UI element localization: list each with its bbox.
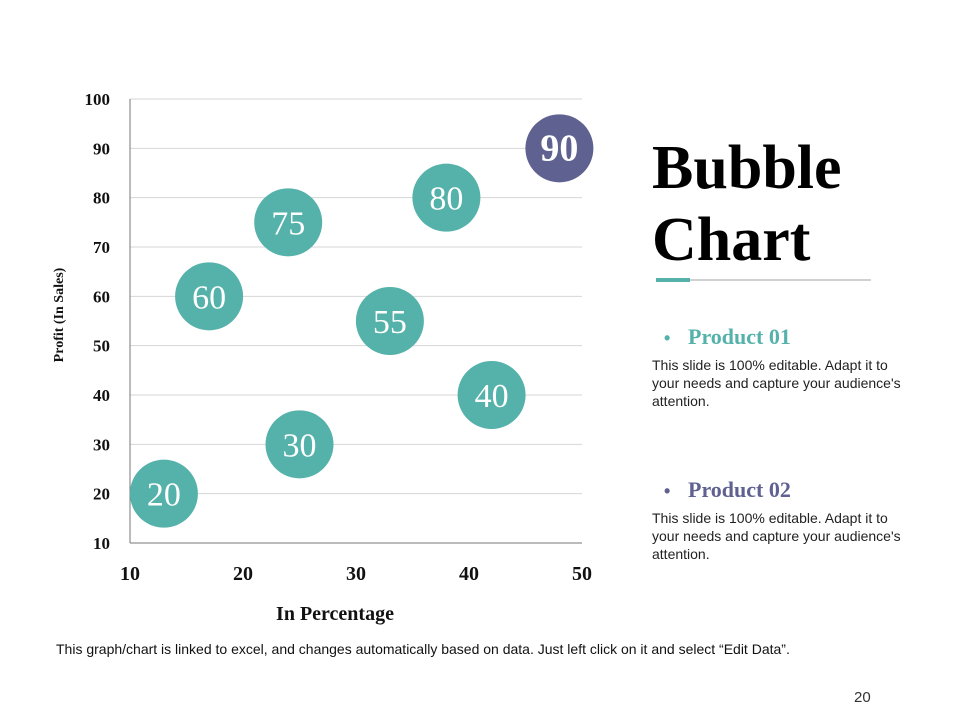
y-axis-title: Profit (In Sales) (52, 267, 67, 362)
x-tick-label: 20 (233, 563, 253, 585)
bullet-icon: • (664, 481, 671, 501)
product-02-description: This slide is 100% editable. Adapt it to… (652, 510, 901, 562)
x-axis-title: In Percentage (276, 603, 394, 625)
bubble-label: 60 (192, 279, 226, 316)
bubble (412, 163, 481, 232)
bubble (265, 410, 334, 479)
footer-note: This graph/chart is linked to excel, and… (56, 641, 790, 657)
product-02-name: Product 02 (688, 477, 791, 502)
y-tick-label: 70 (93, 238, 110, 257)
bubble (525, 114, 594, 183)
bubble-chart[interactable]: 10 20 30 40 50 60 70 80 90 100 10 20 30 40 50 20 30 40 5… (0, 0, 620, 640)
y-tick-label: 30 (93, 435, 110, 454)
product-01-name: Product 01 (688, 324, 791, 349)
y-tick-label: 10 (93, 534, 110, 553)
y-tick-label: 100 (85, 90, 111, 109)
bubble (129, 459, 198, 528)
y-tick-label: 60 (93, 287, 110, 306)
bubble-label: 90 (540, 127, 578, 169)
product-01-heading: • Product 01 (664, 324, 924, 350)
page-number: 20 (854, 689, 871, 706)
product-02-heading: • Product 02 (664, 477, 924, 503)
x-axis-ticks: 10 20 30 40 50 (120, 563, 592, 585)
bubble-label: 40 (475, 378, 509, 415)
bubble-label: 20 (147, 477, 181, 514)
y-axis-ticks: 10 20 30 40 50 60 70 80 90 100 (85, 90, 111, 553)
x-tick-label: 30 (346, 563, 366, 585)
bubble (457, 361, 526, 429)
title-divider-accent (656, 278, 690, 282)
bullet-icon: • (664, 328, 671, 348)
y-tick-label: 90 (93, 139, 110, 158)
bubbles: 20 30 40 55 60 75 80 90 (129, 114, 594, 528)
bubble-label: 55 (373, 304, 407, 341)
product-01-block: • Product 01 This slide is 100% editable.… (652, 324, 924, 409)
bubble (175, 262, 244, 331)
y-tick-label: 40 (93, 386, 110, 405)
title-divider (656, 279, 871, 281)
bubble (355, 287, 424, 355)
bubble-label: 30 (283, 427, 317, 464)
title-line-2: Chart (652, 206, 811, 274)
y-tick-label: 20 (93, 485, 110, 504)
title-line-1: Bubble (652, 134, 842, 202)
bubble (254, 188, 323, 257)
x-tick-label: 50 (572, 563, 592, 585)
bubble-label: 75 (271, 205, 305, 242)
y-tick-label: 50 (93, 337, 110, 356)
x-tick-label: 10 (120, 563, 140, 585)
slide-title: Bubble Chart (652, 132, 912, 276)
product-01-description: This slide is 100% editable. Adapt it to… (652, 357, 901, 409)
bubble-label: 80 (429, 181, 463, 218)
x-tick-label: 40 (459, 563, 479, 585)
y-tick-label: 80 (93, 189, 110, 208)
product-02-block: • Product 02 This slide is 100% editable.… (652, 477, 924, 562)
